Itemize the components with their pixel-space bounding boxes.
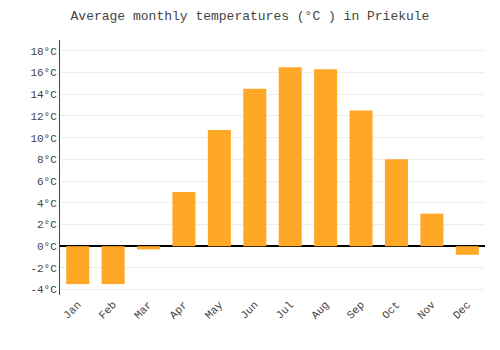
svg-text:Jun: Jun	[238, 299, 260, 321]
svg-text:16°C: 16°C	[30, 67, 57, 79]
svg-text:Average monthly temperatures (: Average monthly temperatures (°C ) in Pr…	[71, 9, 430, 24]
svg-text:Jul: Jul	[274, 299, 296, 321]
svg-text:Apr: Apr	[167, 299, 189, 321]
svg-text:May: May	[203, 299, 226, 322]
svg-text:-2°C: -2°C	[30, 263, 57, 275]
svg-text:Jan: Jan	[61, 299, 83, 321]
svg-text:8°C: 8°C	[37, 154, 57, 166]
svg-text:Nov: Nov	[415, 299, 438, 322]
svg-text:Sep: Sep	[345, 299, 367, 321]
svg-text:12°C: 12°C	[30, 111, 57, 123]
svg-text:14°C: 14°C	[30, 89, 57, 101]
svg-text:-4°C: -4°C	[30, 284, 57, 296]
svg-text:0°C: 0°C	[37, 241, 57, 253]
svg-text:Aug: Aug	[309, 299, 331, 321]
svg-text:10°C: 10°C	[30, 133, 57, 145]
svg-text:Feb: Feb	[97, 299, 119, 321]
svg-text:Oct: Oct	[380, 299, 402, 321]
svg-text:6°C: 6°C	[37, 176, 57, 188]
svg-text:18°C: 18°C	[30, 46, 57, 58]
svg-text:Mar: Mar	[132, 299, 154, 321]
svg-text:2°C: 2°C	[37, 219, 57, 231]
svg-text:4°C: 4°C	[37, 198, 57, 210]
svg-text:Dec: Dec	[451, 299, 473, 321]
